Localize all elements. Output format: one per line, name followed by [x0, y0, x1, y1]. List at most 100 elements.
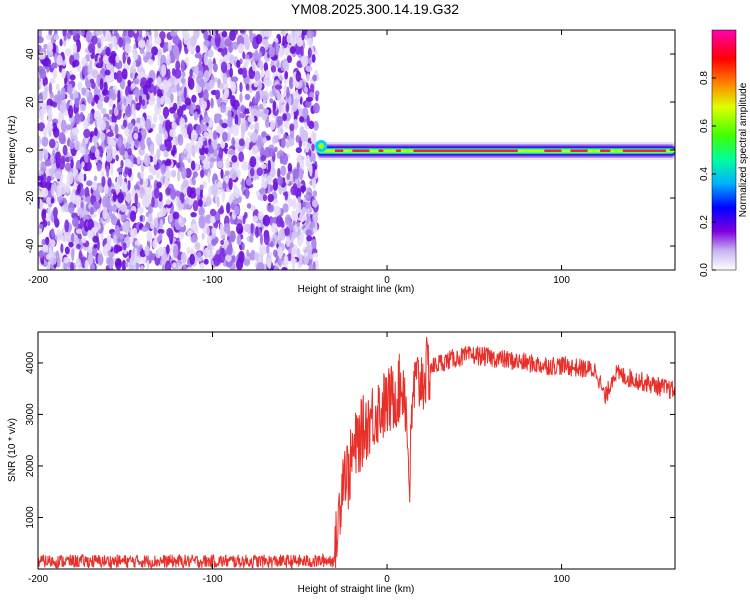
noise-blob — [89, 112, 93, 125]
noise-blob — [127, 79, 132, 87]
noise-blob — [192, 171, 198, 178]
noise-blob — [252, 59, 256, 72]
noise-blob — [269, 98, 274, 104]
noise-blob — [77, 207, 84, 215]
noise-blob — [188, 77, 195, 90]
noise-blob — [258, 51, 263, 59]
noise-blob — [193, 111, 199, 121]
noise-blob — [44, 149, 49, 161]
noise-blob — [282, 203, 289, 213]
noise-blob — [41, 209, 47, 221]
noise-blob — [162, 79, 169, 92]
noise-blob — [253, 81, 259, 88]
noise-blob — [48, 168, 53, 175]
noise-blob — [126, 204, 131, 210]
signal-peak — [600, 149, 611, 152]
noise-blob — [74, 112, 81, 125]
noise-blob — [82, 65, 90, 77]
noise-blob — [133, 89, 140, 96]
noise-blob — [198, 81, 206, 88]
noise-blob — [270, 184, 274, 192]
noise-blob — [265, 244, 270, 255]
noise-blob — [133, 132, 139, 140]
noise-blob — [203, 30, 209, 41]
noise-blob — [269, 217, 273, 226]
noise-blob — [207, 58, 213, 71]
noise-blob — [110, 213, 116, 221]
noise-blob — [221, 122, 228, 129]
noise-blob — [63, 35, 67, 41]
noise-blob — [126, 94, 134, 104]
noise-blob — [306, 30, 314, 40]
noise-blob — [301, 201, 307, 208]
noise-blob — [220, 168, 224, 179]
noise-blob — [83, 128, 91, 139]
noise-blob — [296, 37, 304, 47]
noise-blob — [153, 86, 157, 96]
noise-blob — [219, 223, 224, 237]
noise-blob — [165, 119, 172, 132]
noise-blob — [130, 72, 134, 79]
noise-blob — [72, 43, 78, 54]
noise-blob — [305, 201, 311, 210]
noise-blob — [244, 93, 251, 101]
signal-peak — [413, 149, 518, 152]
noise-blob — [180, 59, 185, 73]
noise-blob — [288, 76, 294, 90]
noise-blob — [134, 30, 138, 34]
noise-blob — [186, 126, 191, 135]
noise-blob — [248, 30, 253, 36]
noise-blob — [39, 81, 43, 88]
noise-blob — [250, 223, 254, 234]
noise-blob — [105, 46, 111, 57]
noise-blob — [67, 83, 73, 95]
noise-blob — [213, 63, 218, 73]
noise-blob — [92, 235, 99, 243]
noise-blob — [103, 184, 109, 195]
noise-blob — [267, 147, 275, 157]
noise-blob — [185, 203, 190, 210]
noise-blob — [100, 132, 105, 142]
noise-blob — [38, 175, 44, 181]
noise-blob — [106, 256, 113, 263]
noise-blob — [236, 223, 244, 235]
noise-blob — [86, 180, 93, 187]
noise-blob — [158, 114, 163, 121]
noise-blob — [44, 236, 50, 245]
noise-blob — [113, 244, 120, 254]
noise-blob — [189, 106, 195, 116]
noise-blob — [55, 83, 60, 91]
x-tick-label: 0 — [384, 574, 390, 585]
noise-blob — [302, 107, 309, 119]
noise-blob — [101, 107, 107, 115]
noise-blob — [132, 227, 138, 237]
noise-blob — [229, 54, 235, 65]
noise-blob — [72, 216, 79, 227]
noise-blob — [277, 175, 284, 186]
noise-blob — [289, 242, 294, 248]
y-tick-label: 40 — [25, 48, 36, 60]
noise-blob — [273, 249, 278, 258]
noise-blob — [160, 163, 166, 175]
noise-blob — [140, 77, 148, 86]
noise-blob — [254, 70, 261, 82]
noise-blob — [276, 215, 283, 228]
noise-blob — [298, 168, 304, 181]
noise-blob — [87, 72, 92, 81]
noise-blob — [221, 190, 225, 203]
noise-blob — [66, 171, 74, 185]
noise-blob — [190, 223, 198, 231]
noise-blob — [234, 141, 239, 150]
noise-blob — [75, 228, 83, 234]
noise-blob — [38, 36, 44, 44]
noise-blob — [302, 215, 308, 221]
noise-blob — [60, 243, 64, 254]
noise-blob — [88, 252, 92, 265]
noise-blob — [156, 148, 161, 160]
colorbar-tick-label: 0.2 — [699, 215, 710, 229]
noise-blob — [75, 259, 81, 268]
noise-blob — [236, 234, 242, 246]
noise-blob — [91, 35, 98, 45]
noise-blob — [242, 214, 246, 225]
noise-blob — [117, 89, 121, 103]
